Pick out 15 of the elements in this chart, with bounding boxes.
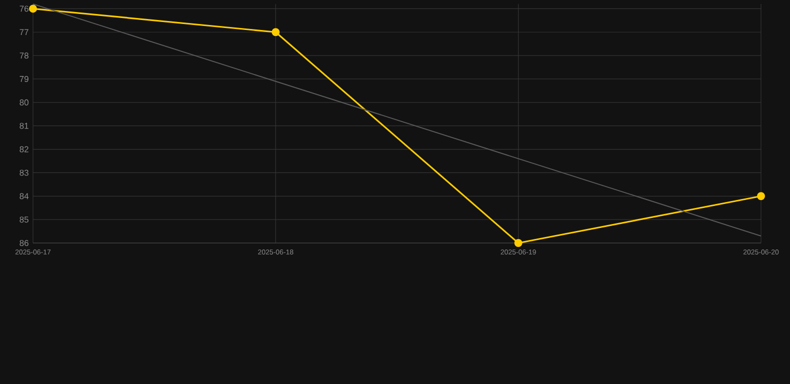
y-tick-label: 76: [20, 6, 28, 12]
point: [757, 192, 766, 200]
y-tick-label: 81: [20, 122, 28, 129]
y-tick-label: 77: [20, 29, 28, 36]
y-tick-label: 79: [20, 76, 28, 82]
point: [514, 239, 522, 247]
point: [29, 4, 38, 13]
y-tick-label: 80: [20, 99, 28, 106]
y-tick-label: 83: [20, 170, 28, 176]
y-tick-label: 86: [20, 240, 28, 246]
y-tick-label: 78: [20, 52, 28, 59]
y-tick-label: 84: [20, 193, 29, 200]
y-tick-label: 85: [20, 216, 28, 223]
y-tick-label: 82: [20, 146, 28, 152]
point: [272, 28, 280, 36]
